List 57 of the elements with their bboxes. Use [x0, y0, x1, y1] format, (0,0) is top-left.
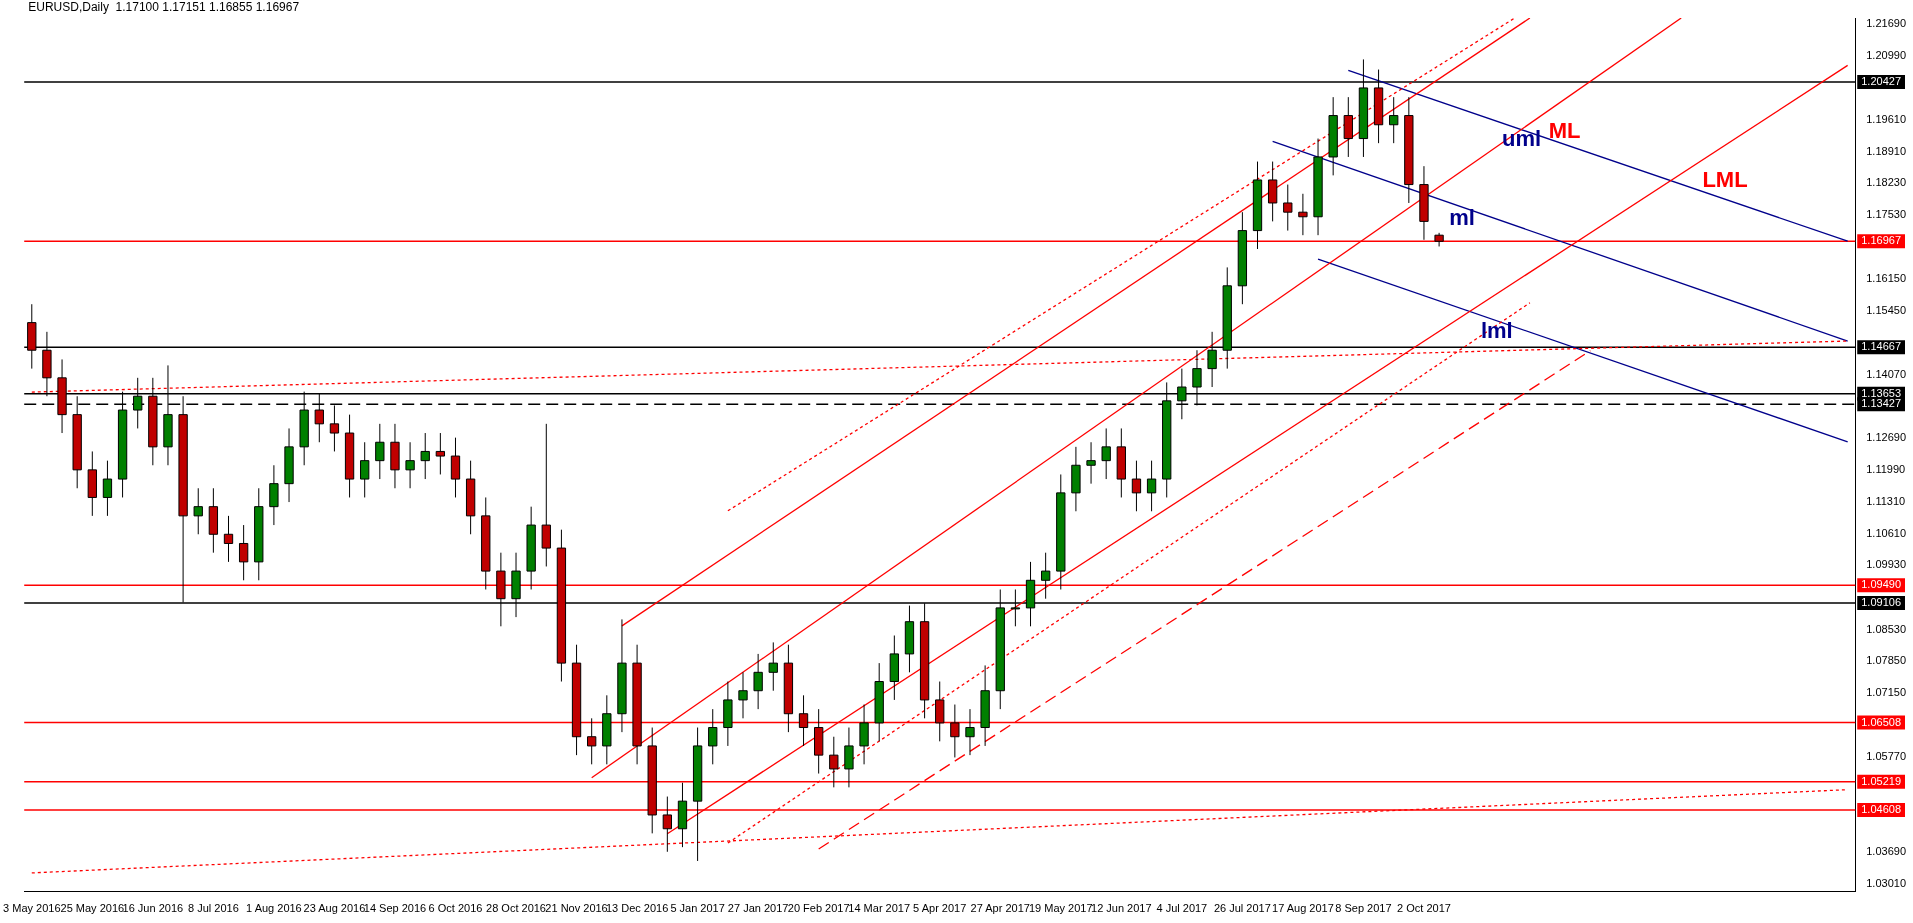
x-tick-label: 21 Nov 2016: [545, 902, 608, 915]
x-tick-label: 27 Apr 2017: [970, 902, 1030, 915]
series-label: ml: [1449, 205, 1475, 231]
series-label: ML: [1548, 118, 1581, 144]
ref-line-label: 1.04608: [1861, 803, 1901, 816]
y-tick-label: 1.11310: [1866, 494, 1906, 507]
x-tick-label: 8 Jul 2016: [187, 902, 239, 915]
x-tick-label: 1 Aug 2016: [246, 902, 302, 915]
x-tick-label: 20 Feb 2017: [787, 902, 850, 915]
x-tick-label: 3 May 2016: [3, 902, 61, 915]
x-tick-label: 28 Oct 2016: [486, 902, 546, 915]
y-tick-label: 1.18910: [1866, 144, 1906, 157]
y-tick-label: 1.19610: [1866, 112, 1906, 125]
ref-line-label: 1.09106: [1861, 596, 1901, 609]
x-tick-label: 23 Aug 2016: [303, 902, 366, 915]
y-tick-label: 1.05770: [1866, 749, 1906, 762]
y-tick-label: 1.10610: [1866, 526, 1906, 539]
x-tick-label: 27 Jan 2017: [727, 902, 789, 915]
y-tick-label: 1.15450: [1866, 304, 1906, 317]
y-tick-label: 1.07150: [1866, 686, 1906, 699]
y-tick-label: 1.09930: [1866, 558, 1906, 571]
y-tick-label: 1.03010: [1866, 876, 1906, 889]
y-tick-label: 1.08530: [1866, 622, 1906, 635]
y-tick-label: 1.16150: [1866, 271, 1906, 284]
y-tick-label: 1.03690: [1866, 845, 1906, 858]
x-tick-label: 5 Apr 2017: [913, 902, 967, 915]
x-tick-label: 12 Jun 2017: [1091, 902, 1152, 915]
x-tick-label: 2 Oct 2017: [1397, 902, 1451, 915]
ref-line-label: 1.13427: [1861, 397, 1901, 410]
y-tick-label: 1.14070: [1866, 367, 1906, 380]
y-tick-label: 1.12690: [1866, 431, 1906, 444]
y-tick-label: 1.18230: [1866, 176, 1906, 189]
y-tick-label: 1.07850: [1866, 653, 1906, 666]
x-tick-label: 4 Jul 2017: [1156, 902, 1208, 915]
x-tick-label: 17 Aug 2017: [1272, 902, 1334, 915]
x-tick-label: 6 Oct 2016: [428, 902, 483, 915]
ref-line-label: 1.20427: [1861, 75, 1901, 88]
x-tick-label: 26 Jul 2017: [1213, 902, 1271, 915]
ref-line-label: 1.06508: [1861, 715, 1901, 728]
y-tick-label: 1.17530: [1866, 208, 1906, 221]
y-tick-label: 1.21690: [1866, 17, 1906, 30]
ref-line-label: 1.13653: [1861, 386, 1901, 399]
x-tick-label: 14 Sep 2016: [363, 902, 427, 915]
x-tick-label: 25 May 2016: [60, 902, 125, 915]
y-tick-label: 1.20990: [1866, 49, 1906, 62]
x-tick-label: 8 Sep 2017: [1335, 902, 1392, 915]
x-tick-label: 16 Jun 2016: [122, 902, 184, 915]
chart-title: EURUSD,Daily 1.17100 1.17151 1.16855 1.16967: [28, 0, 300, 15]
x-tick-label: 14 Mar 2017: [848, 902, 911, 915]
ref-line-label: 1.09490: [1861, 578, 1901, 591]
y-tick-label: 1.11990: [1866, 463, 1906, 476]
series-label: LML: [1702, 167, 1748, 193]
series-label: lml: [1480, 317, 1513, 343]
ref-line-label: 1.16967: [1861, 234, 1901, 247]
ref-line-label: 1.05219: [1861, 774, 1901, 787]
x-tick-label: 5 Jan 2017: [670, 902, 725, 915]
ref-line-label: 1.14667: [1861, 340, 1901, 353]
